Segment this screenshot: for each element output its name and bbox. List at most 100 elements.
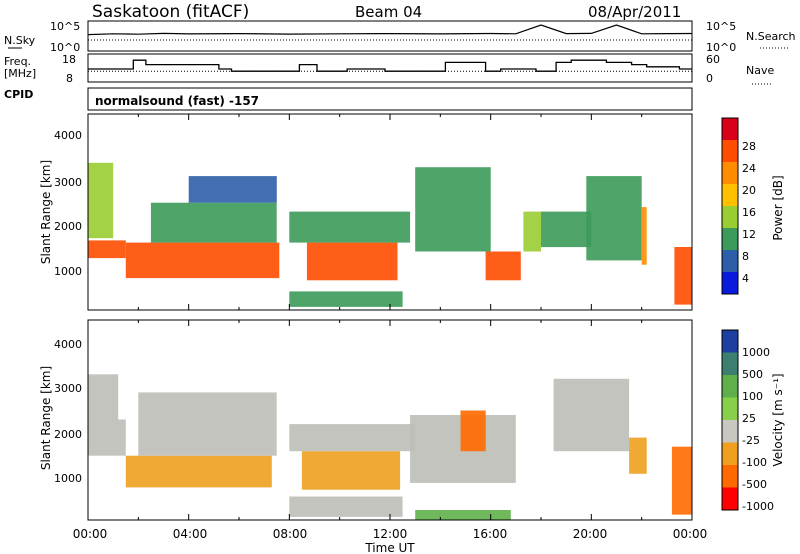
nave-tick-top: 60 bbox=[706, 53, 720, 66]
velocity-colorbar-swatch-6 bbox=[722, 465, 738, 488]
velocity-colorbar-swatch-5 bbox=[722, 442, 738, 465]
freq-tick-bottom: 8 bbox=[66, 72, 73, 85]
beam-title: Beam 04 bbox=[355, 3, 422, 21]
velocity-patch-4 bbox=[301, 451, 401, 490]
velocity-colorbar-swatch-7 bbox=[722, 487, 738, 510]
vel-cbar-tick-neg500: -500 bbox=[742, 478, 767, 491]
velocity-ytick-3000: 3000 bbox=[54, 382, 82, 395]
velocity-patch-9 bbox=[415, 510, 511, 520]
vel-cbar-tick-neg25: -25 bbox=[742, 434, 760, 447]
power-colorbar-swatch-1 bbox=[722, 140, 738, 162]
velocity-panel: Slant Range [km] 4000 3000 2000 1000 Vel… bbox=[39, 319, 785, 521]
vel-cbar-tick-25: 25 bbox=[742, 412, 756, 425]
velocity-heatmap bbox=[88, 374, 692, 520]
vel-cbar-tick-500: 500 bbox=[742, 368, 763, 381]
freq-tick-top: 18 bbox=[62, 53, 76, 66]
velocity-ylabel: Slant Range [km] bbox=[39, 366, 53, 470]
power-patch-12 bbox=[586, 176, 642, 261]
power-patch-14 bbox=[674, 247, 692, 305]
power-ytick-2000: 2000 bbox=[54, 220, 82, 233]
power-yticks: 4000 3000 2000 1000 bbox=[54, 129, 82, 278]
xtick-0000: 00:00 bbox=[73, 527, 108, 541]
freq-unit-label: [MHz] bbox=[4, 67, 36, 80]
velocity-patch-1 bbox=[88, 374, 119, 420]
power-patch-3 bbox=[150, 202, 277, 243]
power-cbar-tick-8: 8 bbox=[742, 250, 749, 263]
power-patch-0 bbox=[88, 240, 126, 259]
power-patch-2 bbox=[125, 242, 280, 279]
power-colorbar-swatch-3 bbox=[722, 184, 738, 206]
date-title: 08/Apr/2011 bbox=[588, 3, 681, 21]
velocity-colorbar-label: Velocity [m s⁻¹] bbox=[771, 373, 785, 466]
power-cbar-tick-20: 20 bbox=[742, 184, 756, 197]
nsearch-label: N.Search bbox=[746, 30, 796, 43]
power-ytick-1000: 1000 bbox=[54, 265, 82, 278]
power-patch-9 bbox=[485, 251, 521, 281]
power-patch-1 bbox=[88, 162, 114, 239]
power-patch-7 bbox=[289, 291, 403, 307]
power-patch-8 bbox=[415, 167, 491, 252]
power-cbar-tick-28: 28 bbox=[742, 140, 756, 153]
power-patch-6 bbox=[289, 211, 411, 243]
power-cbar-tick-24: 24 bbox=[742, 162, 756, 175]
vel-cbar-tick-neg1000: -1000 bbox=[742, 500, 774, 513]
velocity-colorbar-swatch-2 bbox=[722, 375, 738, 398]
velocity-colorbar-swatch-3 bbox=[722, 397, 738, 420]
xtick-0800: 08:00 bbox=[273, 527, 308, 541]
power-ytick-3000: 3000 bbox=[54, 176, 82, 189]
power-cbar-tick-16: 16 bbox=[742, 206, 756, 219]
nsearch-tick-bottom: 10^0 bbox=[706, 41, 736, 54]
velocity-patch-5 bbox=[289, 424, 416, 452]
noise-panel: N.Sky 10^5 10^0 10^5 10^0 N.Search bbox=[4, 20, 796, 54]
velocity-colorbar-swatch-4 bbox=[722, 420, 738, 443]
freq-label: Freq. bbox=[4, 55, 31, 68]
velocity-patch-8 bbox=[460, 410, 486, 452]
cpid-value: normalsound (fast) -157 bbox=[95, 94, 259, 108]
power-colorbar-label: Power [dB] bbox=[771, 175, 785, 240]
frequency-panel: Freq. [MHz] 18 8 60 0 Nave bbox=[4, 53, 774, 85]
velocity-colorbar-ticks: 1000 500 100 25 -25 -100 -500 -1000 bbox=[742, 346, 774, 513]
velocity-patch-12 bbox=[671, 446, 692, 515]
xtick-2400: 00:00 bbox=[673, 527, 708, 541]
power-ylabel: Slant Range [km] bbox=[39, 160, 53, 264]
power-colorbar-swatch-7 bbox=[722, 272, 738, 294]
velocity-patch-6 bbox=[289, 496, 403, 517]
velocity-patch-11 bbox=[629, 437, 647, 474]
velocity-patch-3 bbox=[138, 392, 277, 456]
power-ytick-4000: 4000 bbox=[54, 129, 82, 142]
xtick-2000: 20:00 bbox=[573, 527, 608, 541]
xtick-1200: 12:00 bbox=[373, 527, 408, 541]
power-panel: Slant Range [km] 4000 3000 2000 1000 Pow… bbox=[39, 113, 785, 311]
velocity-patch-10 bbox=[553, 378, 630, 452]
velocity-ytick-4000: 4000 bbox=[54, 338, 82, 351]
power-colorbar-swatch-0 bbox=[722, 118, 738, 140]
power-patch-5 bbox=[306, 242, 398, 281]
power-patch-10 bbox=[523, 211, 541, 252]
nsky-tick-top: 10^5 bbox=[50, 20, 80, 33]
cpid-label: CPID bbox=[4, 88, 33, 101]
power-heatmap bbox=[88, 162, 692, 307]
nsearch-tick-top: 10^5 bbox=[706, 20, 736, 33]
vel-cbar-tick-100: 100 bbox=[742, 390, 763, 403]
vel-cbar-tick-1000: 1000 bbox=[742, 346, 770, 359]
power-patch-13 bbox=[641, 207, 647, 265]
cpid-panel bbox=[87, 87, 693, 111]
power-patch-4 bbox=[188, 176, 277, 203]
power-colorbar-swatch-4 bbox=[722, 206, 738, 228]
velocity-colorbar bbox=[721, 329, 739, 511]
velocity-colorbar-swatch-0 bbox=[722, 330, 738, 353]
time-axis: 00:00 04:00 08:00 12:00 16:00 20:00 00:0… bbox=[73, 114, 708, 554]
nsky-label: N.Sky bbox=[4, 34, 36, 47]
nave-tick-bottom: 0 bbox=[706, 72, 713, 85]
power-colorbar bbox=[721, 117, 739, 295]
power-colorbar-swatch-2 bbox=[722, 162, 738, 184]
freq-series-line bbox=[88, 59, 692, 72]
velocity-ytick-2000: 2000 bbox=[54, 428, 82, 441]
power-colorbar-ticks: 28 24 20 16 12 8 4 bbox=[742, 140, 756, 285]
power-colorbar-swatch-5 bbox=[722, 228, 738, 250]
xaxis-label: Time UT bbox=[364, 541, 415, 554]
velocity-patch-2 bbox=[125, 455, 272, 488]
velocity-yticks: 4000 3000 2000 1000 bbox=[54, 338, 82, 485]
velocity-patch-0 bbox=[88, 419, 126, 456]
